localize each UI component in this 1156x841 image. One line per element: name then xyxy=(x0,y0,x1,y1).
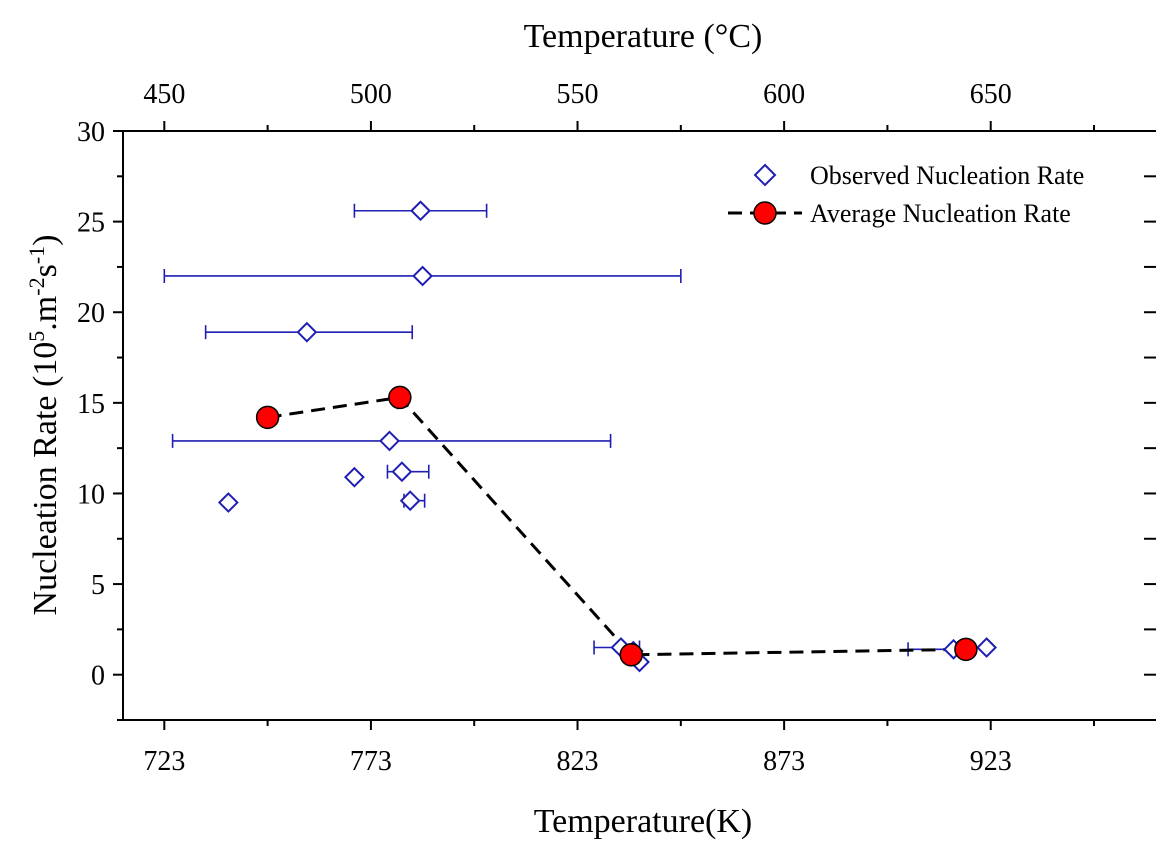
average-point xyxy=(955,638,977,660)
average-points xyxy=(257,386,977,665)
observed-point xyxy=(412,202,430,220)
y-tick-label: 10 xyxy=(77,479,105,510)
average-dashed-line xyxy=(268,397,966,654)
observed-point xyxy=(393,463,411,481)
x-axis-title-top: Temperature (°C) xyxy=(524,18,763,55)
x-tick-label-bottom: 723 xyxy=(143,746,185,777)
x-tick-label-bottom: 823 xyxy=(557,746,599,777)
legend: Observed Nucleation Rate Average Nucleat… xyxy=(728,161,1084,228)
x-tick-label-top: 650 xyxy=(970,79,1012,110)
x-tick-label-top: 500 xyxy=(350,79,392,110)
y-tick-label: 25 xyxy=(77,208,105,239)
legend-observed-label: Observed Nucleation Rate xyxy=(810,161,1084,190)
error-bars xyxy=(164,204,974,657)
y-axis-title: Nucleation Rate (105.m-2s-1) xyxy=(24,235,65,616)
x-tick-label-top: 450 xyxy=(143,79,185,110)
average-point xyxy=(257,406,279,428)
y-tick-label: 0 xyxy=(91,661,105,692)
average-point xyxy=(620,644,642,666)
y-tick-label: 5 xyxy=(91,570,105,601)
legend-average-marker xyxy=(754,202,776,224)
observed-point xyxy=(414,267,432,285)
x-tick-label-bottom: 873 xyxy=(763,746,805,777)
average-line xyxy=(268,397,966,654)
y-tick-label: 30 xyxy=(77,117,105,148)
observed-points xyxy=(219,202,995,671)
x-axis-title-bottom: Temperature(K) xyxy=(534,803,753,840)
legend-observed-marker xyxy=(755,165,775,185)
observed-point xyxy=(345,468,363,486)
y-tick-label: 15 xyxy=(77,389,105,420)
observed-point xyxy=(219,494,237,512)
y-tick-label: 20 xyxy=(77,298,105,329)
average-point xyxy=(389,386,411,408)
observed-point xyxy=(381,432,399,450)
x-tick-label-bottom: 923 xyxy=(970,746,1012,777)
observed-point xyxy=(978,639,996,657)
x-tick-label-top: 600 xyxy=(763,79,805,110)
observed-point xyxy=(298,323,316,341)
x-tick-label-bottom: 773 xyxy=(350,746,392,777)
legend-average-label: Average Nucleation Rate xyxy=(810,199,1071,228)
x-tick-label-top: 550 xyxy=(557,79,599,110)
